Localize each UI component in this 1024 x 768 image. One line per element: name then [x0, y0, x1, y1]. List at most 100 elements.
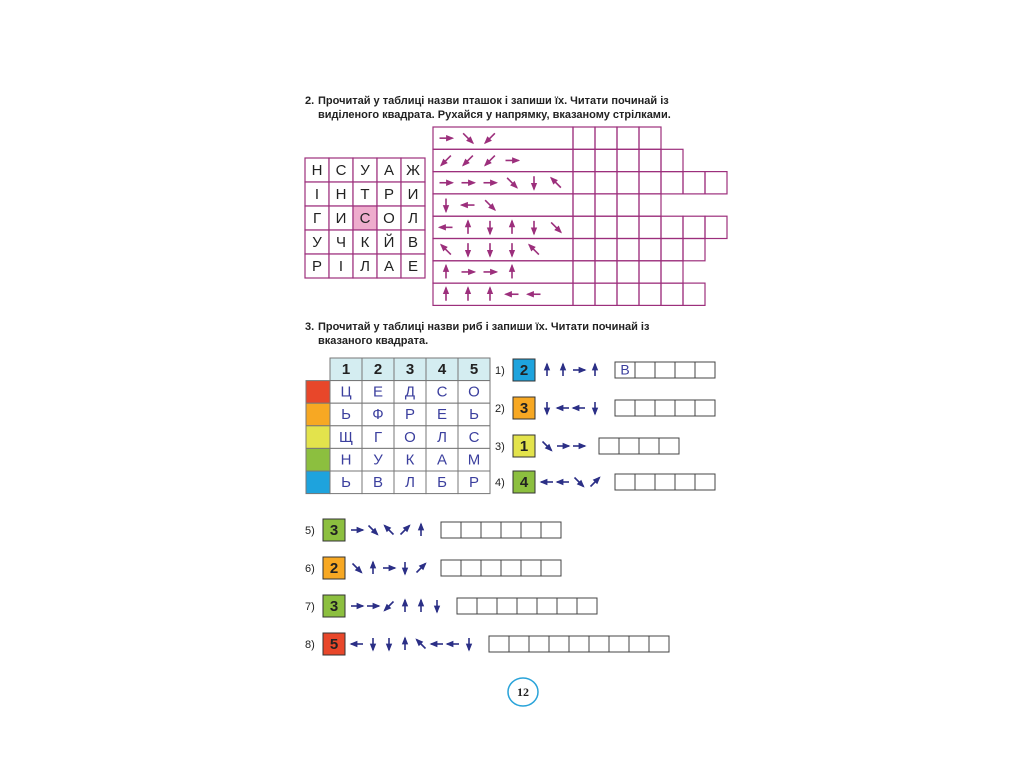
- grid-letter: Б: [437, 474, 447, 491]
- grid-letter: Т: [360, 186, 369, 203]
- answer-box: [682, 237, 706, 262]
- grid-letter: Д: [405, 384, 415, 401]
- answer-box: [588, 635, 610, 653]
- answer-box: [572, 237, 596, 262]
- grid-letter: Ь: [341, 474, 351, 491]
- grid-letter: Л: [405, 474, 415, 491]
- grid-letter: О: [468, 384, 480, 401]
- answer-box: [572, 171, 596, 195]
- answer-box: [616, 260, 640, 284]
- answer-box: [704, 171, 728, 195]
- answer-box: [480, 559, 502, 577]
- grid-letter: У: [360, 162, 370, 179]
- answer-box: [568, 635, 590, 653]
- answer-box: [614, 399, 636, 417]
- start-box: [322, 594, 346, 618]
- answer-box: [500, 521, 522, 539]
- answer-box: [460, 521, 482, 539]
- grid-cell: [400, 181, 426, 207]
- answer-box: [634, 361, 656, 379]
- grid-letter: О: [404, 429, 416, 446]
- answer-box: [572, 193, 596, 217]
- task-number: 3.: [305, 321, 314, 333]
- grid-letter: И: [336, 210, 347, 227]
- answer-box: [638, 437, 660, 455]
- arrow: [351, 562, 363, 574]
- answer-box: [694, 399, 716, 417]
- grid-letter: М: [468, 451, 481, 468]
- answer-box: [616, 215, 640, 240]
- answer-box: [638, 126, 662, 150]
- answer-box: [654, 473, 676, 491]
- page-number: 12: [517, 685, 529, 699]
- grid-cell: [352, 181, 378, 207]
- arrow: [549, 176, 562, 189]
- header-number: 4: [438, 361, 447, 378]
- answer-box: [540, 521, 562, 539]
- header-number: 3: [406, 361, 414, 378]
- answer-box: [594, 148, 618, 173]
- answer-box: [614, 473, 636, 491]
- answer-box: [638, 282, 662, 307]
- grid-cell: [352, 253, 378, 279]
- grid-letter: В: [373, 474, 383, 491]
- grid-letter: Е: [437, 406, 447, 423]
- answer-box: [638, 171, 662, 195]
- answer-box: [572, 282, 596, 307]
- start-box: [512, 396, 536, 420]
- start-number: 2: [520, 362, 528, 379]
- grid-letter: Р: [312, 258, 322, 275]
- arrow: [506, 177, 519, 189]
- answer-box: [496, 597, 518, 615]
- grid-letter: Р: [405, 406, 415, 423]
- answer-box: [616, 171, 640, 195]
- grid-letter: Ц: [340, 384, 351, 401]
- answer-box: [674, 399, 696, 417]
- arrow: [462, 132, 475, 145]
- row-color: [305, 380, 331, 404]
- grid-letter: А: [437, 451, 447, 468]
- arrow: [589, 476, 601, 488]
- answer-box: [594, 260, 618, 284]
- answer-box: [616, 193, 640, 217]
- arrow: [415, 562, 427, 574]
- arrow: [483, 155, 496, 167]
- arrow-cell: [432, 171, 574, 195]
- answer-box: [628, 635, 650, 653]
- answer-box: [508, 635, 530, 653]
- item-label: 7): [305, 601, 315, 613]
- grid-letter: Р: [469, 474, 479, 491]
- answer-box: [594, 237, 618, 262]
- answer-box: [638, 193, 662, 217]
- arrow-cell: [432, 215, 574, 240]
- grid-letter: Н: [341, 451, 352, 468]
- answer-box: [616, 148, 640, 173]
- answer-box: [480, 521, 502, 539]
- answer-box: [638, 260, 662, 284]
- answer-box: [674, 473, 696, 491]
- answer-box: [500, 559, 522, 577]
- arrow: [415, 638, 427, 650]
- answer-box: [548, 635, 570, 653]
- answer-box: [682, 171, 706, 195]
- answer-box: [618, 437, 640, 455]
- arrow-cell: [432, 126, 574, 150]
- grid-letter: С: [336, 162, 347, 179]
- answer-box: [528, 635, 550, 653]
- grid-letter: Г: [313, 210, 321, 227]
- answer-box: [520, 559, 542, 577]
- grid-letter: У: [373, 451, 383, 468]
- grid-cell: [400, 229, 426, 255]
- start-number: 5: [330, 636, 338, 653]
- grid-letter: І: [339, 258, 343, 275]
- answer-box: [540, 559, 562, 577]
- answer-box: [594, 126, 618, 150]
- answer-box: [654, 399, 676, 417]
- task-text: виділеного квадрата. Рухайся у напрямку,…: [318, 109, 671, 121]
- answer-box: [694, 361, 716, 379]
- answer-box: [572, 215, 596, 240]
- grid-letter: Л: [408, 210, 418, 227]
- answer-box: [572, 126, 596, 150]
- grid-letter: Е: [408, 258, 418, 275]
- grid-letter: Ф: [372, 406, 383, 423]
